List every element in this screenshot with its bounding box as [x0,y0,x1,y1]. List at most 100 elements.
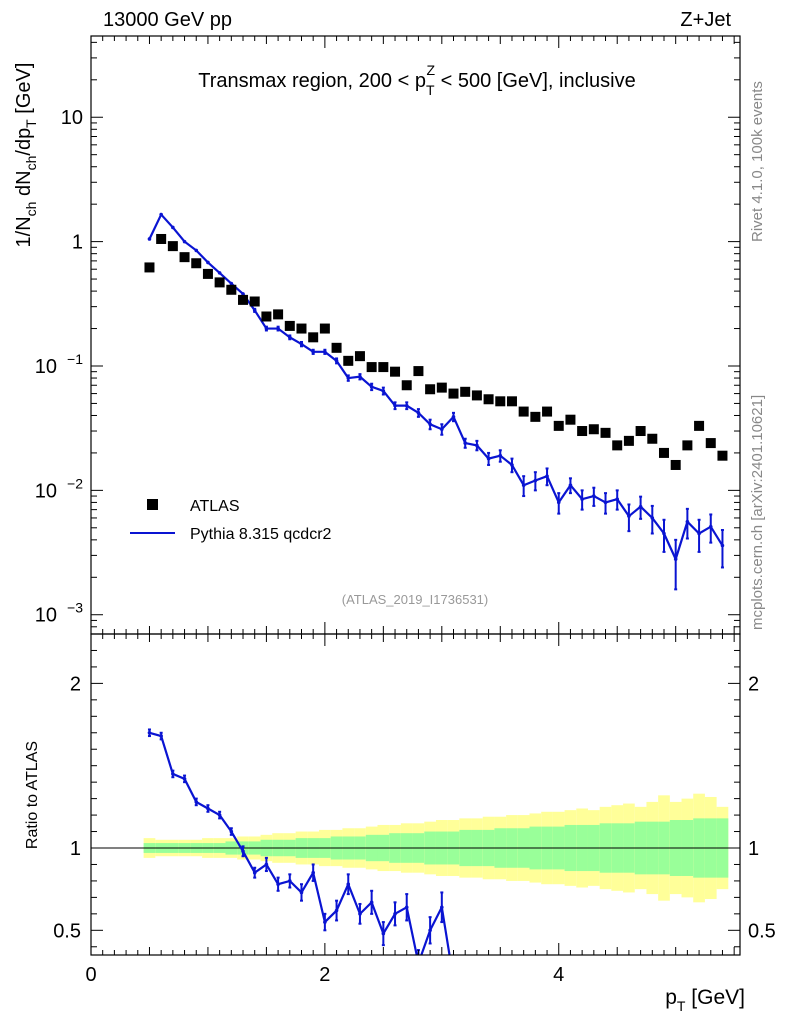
pythia-point [615,497,620,501]
atlas-point [682,440,693,451]
ratio-point [627,998,631,1002]
main-y-tick-label: 10 [61,107,83,129]
pythia-point [708,524,713,529]
ratio-point [534,994,538,998]
pythia-point [533,478,538,483]
pythia-point [381,389,386,393]
axis-ticks [90,36,740,955]
pythia-point [358,374,362,379]
atlas-point [670,459,681,470]
ratio-line [149,731,451,955]
atlas-point [448,388,459,399]
pythia-point [194,248,199,253]
x-tick-label: 0 [85,964,96,986]
ratio-point [217,813,222,817]
side-text-mcplots: mcplots.cern.ch [arXiv:2401.10621] [749,395,766,630]
atlas-point [144,262,155,273]
atlas-point [425,384,436,395]
pythia-point [206,260,210,265]
pythia-point [556,500,561,505]
ratio-point [463,986,467,990]
ratio-point [650,999,654,1003]
atlas-point [366,362,377,373]
ratio-point [299,890,304,895]
ratio-point [498,984,502,988]
pythia-point [323,350,327,354]
ratio-point [264,862,269,867]
atlas-point [238,294,249,305]
x-tick-label: 2 [319,964,330,986]
pythia-point [697,531,701,536]
pythia-point [159,212,163,217]
pythia-point [498,453,503,458]
legend-pythia-label: Pythia 8.315 qcdcr2 [190,526,332,543]
atlas-point [542,406,553,417]
ratio-point [393,912,397,916]
ratio-point [592,996,596,1000]
pythia-point [720,543,725,548]
pythia-point [276,326,280,331]
atlas-point [623,435,634,446]
ratio-point [639,998,643,1002]
ratio-point [171,772,175,776]
ratio-point [287,879,292,883]
ratio-point [147,730,152,735]
ratio-y-tick-label-left: 1 [70,838,81,860]
atlas-point [296,323,307,334]
pythia-point [603,500,608,505]
atlas-point [273,309,284,320]
ratio-y-tick-label-right: 2 [748,673,759,695]
x-axis-label: pT [GeV] [665,986,745,1014]
pythia-point [416,411,421,415]
atlas-point [717,450,728,461]
ratio-data-layer [147,728,654,1003]
pythia-point [182,239,187,244]
ratio-point [615,994,619,998]
axes-frames [90,35,741,956]
pythia-point [650,516,655,520]
atlas-point [518,406,529,417]
atlas-point [506,396,517,407]
main-y-axis-label: 1/Nch dNch/dpT [GeV] [13,63,39,248]
atlas-point [530,411,541,422]
pythia-point [346,376,351,380]
pythia-point [241,292,245,296]
atlas-point [694,420,705,431]
ratio-point [206,806,210,811]
pythia-point [451,415,456,419]
atlas-point [483,394,494,405]
pythia-point [229,281,234,286]
ratio-point [522,994,526,998]
ratio-y-tick-label-left: 0.5 [53,920,81,942]
pythia-point [428,422,432,427]
pythia-point [662,531,666,536]
pythia-point [311,350,315,354]
ratio-point [557,998,561,1002]
x-tick-label: 4 [553,964,564,986]
ratio-point [452,978,456,982]
atlas-point [495,396,506,407]
legend-atlas-marker [147,499,158,510]
pythia-point [580,497,584,501]
atlas-point [214,277,225,288]
ratio-point [487,986,491,990]
ratio-point [369,900,374,905]
pythia-point [252,308,257,313]
ratio-point [252,870,257,875]
legend-atlas-label: ATLAS [190,498,240,515]
atlas-point [600,427,611,438]
atlas-point [565,414,576,425]
atlas-point [705,438,716,449]
pythia-point [486,456,491,461]
main-frame [90,35,741,635]
atlas-point [577,426,588,437]
pythia-point [475,443,479,448]
atlas-point [226,284,237,295]
atlas-point [191,258,202,269]
ratio-point [159,734,163,738]
atlas-point [647,433,658,444]
atlas-point [308,332,319,343]
atlas-point [179,252,190,263]
atlas-point [588,424,599,435]
